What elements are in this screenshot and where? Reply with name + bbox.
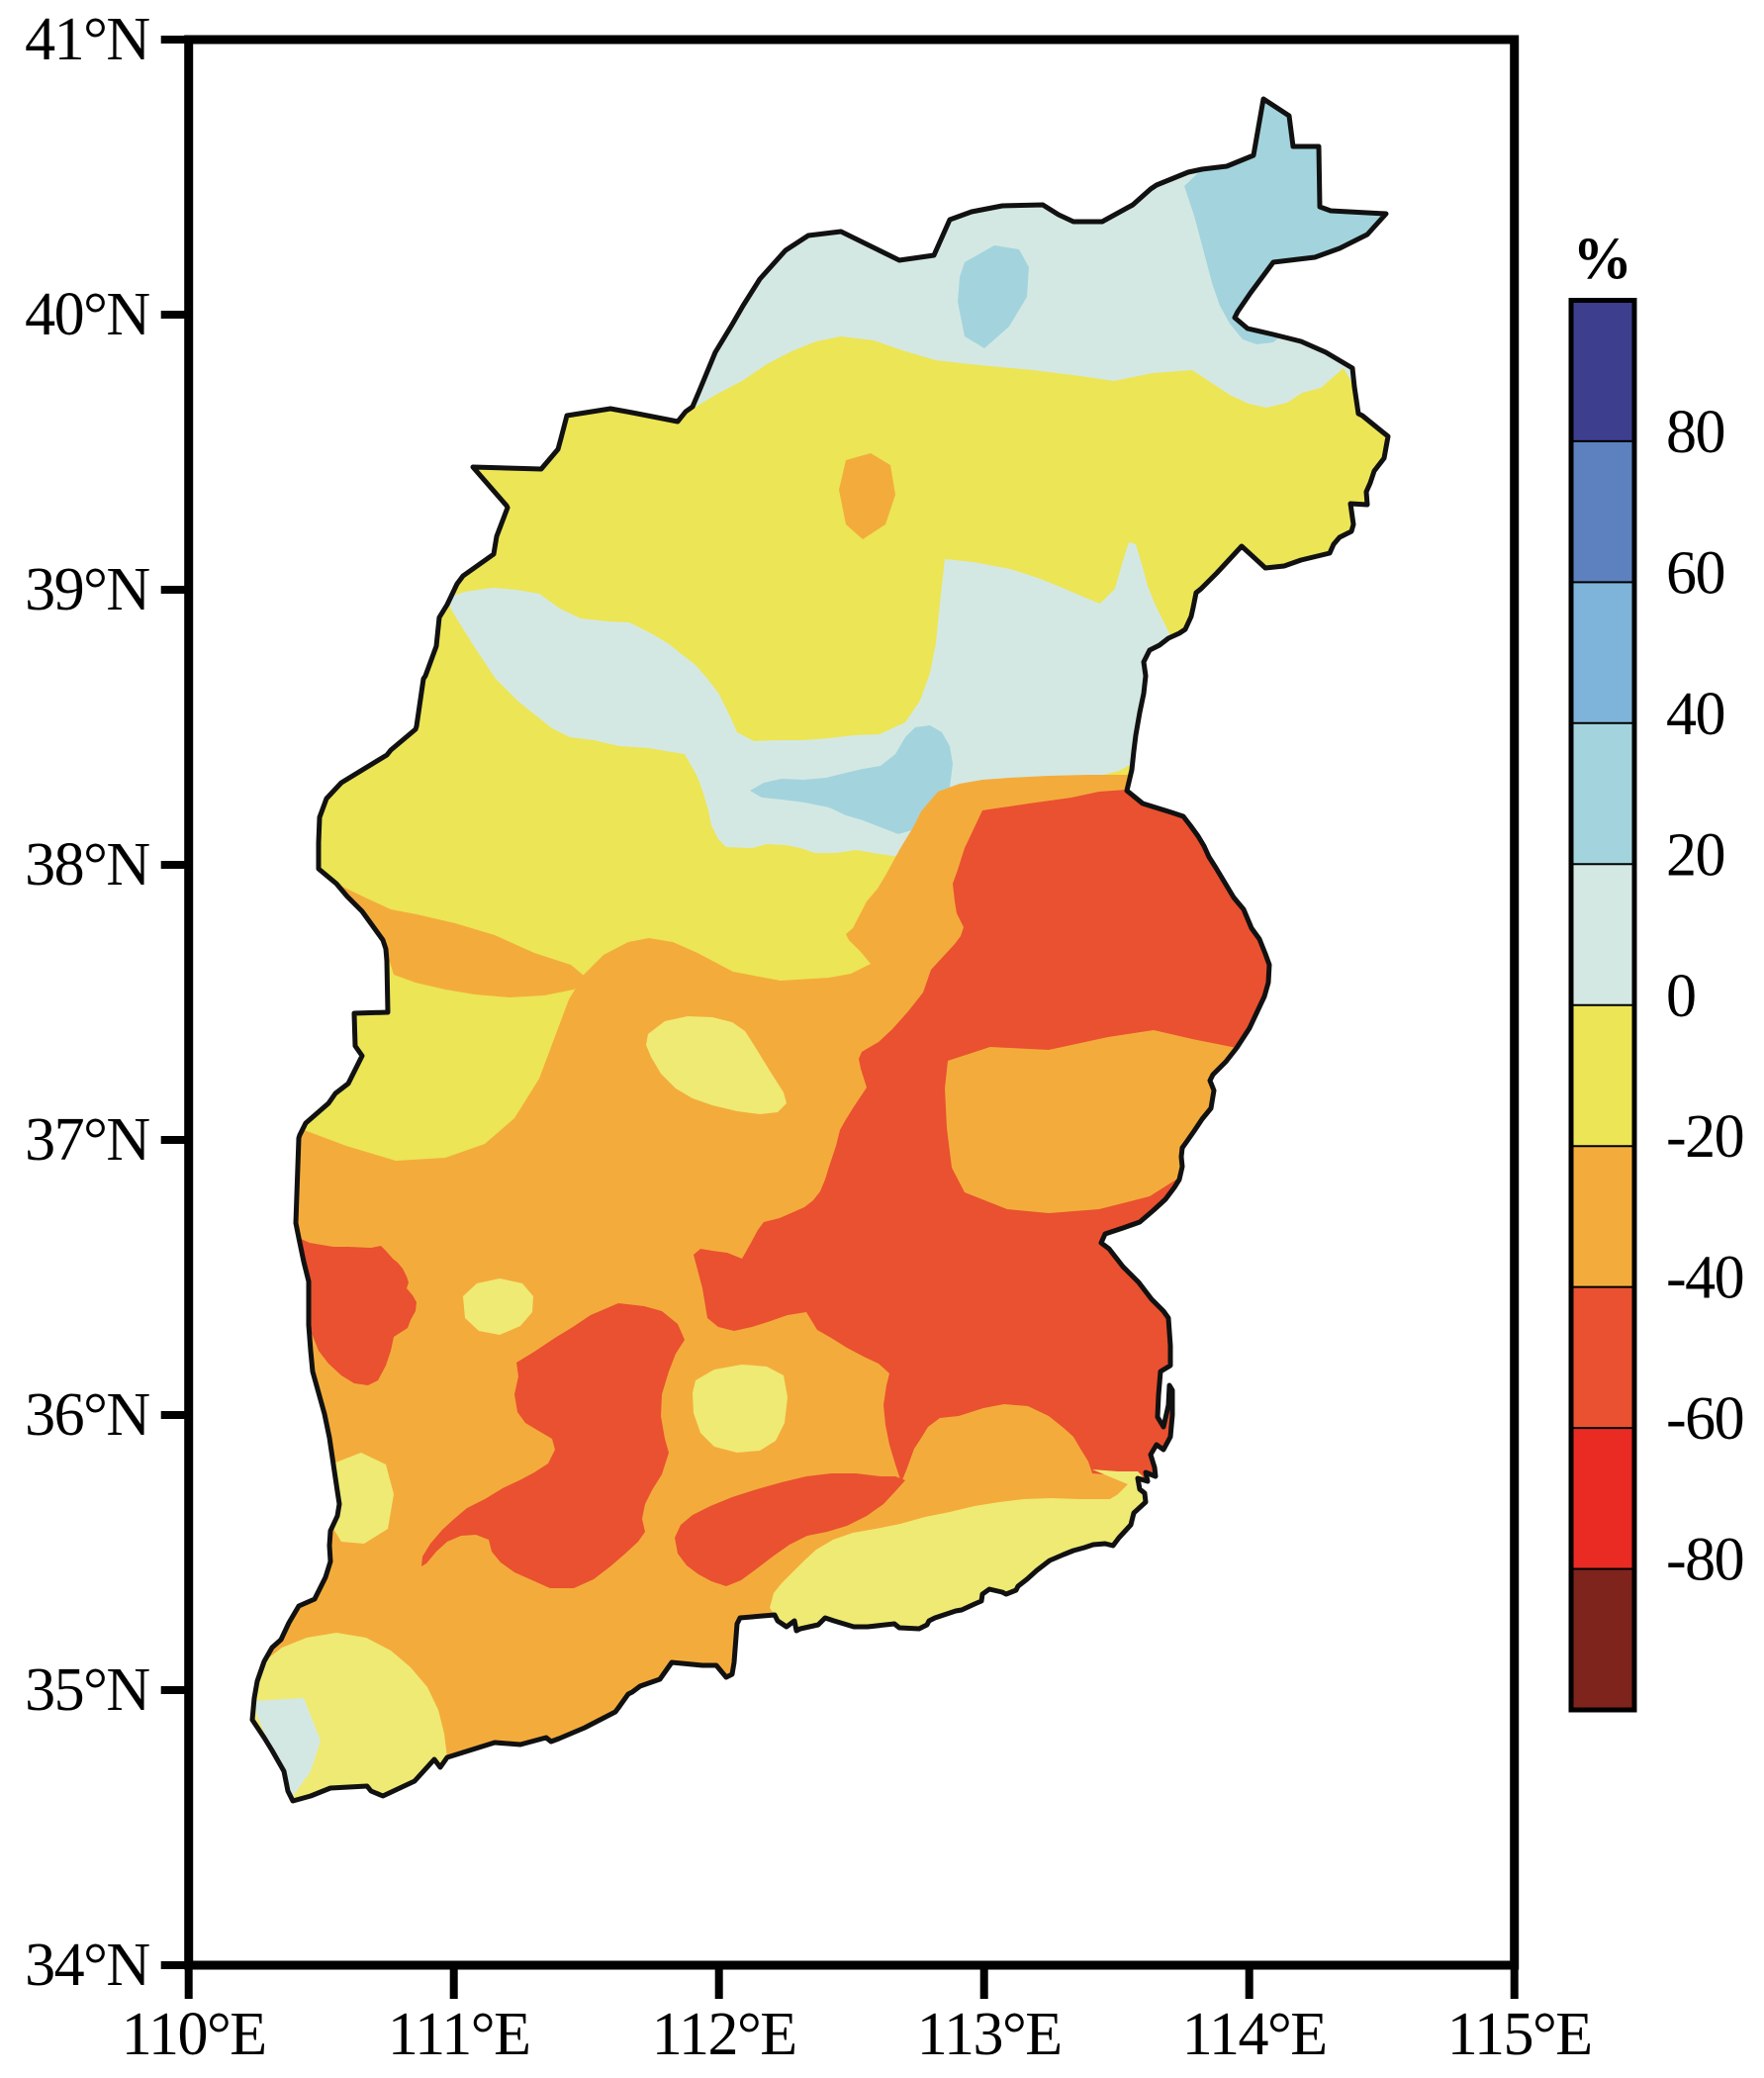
- svg-text:80: 80: [1666, 399, 1724, 466]
- svg-text:60: 60: [1666, 539, 1724, 607]
- svg-text:20: 20: [1666, 821, 1724, 889]
- svg-text:115°E: 115°E: [1447, 2001, 1592, 2068]
- svg-text:110°E: 110°E: [122, 2001, 266, 2068]
- svg-text:34°N: 34°N: [25, 1932, 149, 1999]
- svg-text:114°E: 114°E: [1182, 2001, 1327, 2068]
- svg-text:37°N: 37°N: [25, 1106, 149, 1174]
- svg-text:35°N: 35°N: [25, 1656, 149, 1724]
- svg-text:39°N: 39°N: [25, 556, 149, 623]
- svg-text:113°E: 113°E: [917, 2001, 1062, 2068]
- svg-text:41°N: 41°N: [25, 6, 149, 73]
- svg-text:40°N: 40°N: [25, 281, 149, 348]
- svg-text:36°N: 36°N: [25, 1381, 149, 1449]
- svg-text:112°E: 112°E: [652, 2001, 796, 2068]
- svg-text:-20: -20: [1666, 1103, 1743, 1171]
- svg-text:-40: -40: [1666, 1245, 1743, 1312]
- svg-text:111°E: 111°E: [388, 2001, 530, 2068]
- svg-text:%: %: [1573, 226, 1631, 291]
- svg-text:38°N: 38°N: [25, 831, 149, 898]
- svg-text:-60: -60: [1666, 1385, 1743, 1453]
- svg-text:40: 40: [1666, 681, 1724, 748]
- svg-text:0: 0: [1666, 963, 1696, 1030]
- svg-text:-80: -80: [1666, 1527, 1743, 1594]
